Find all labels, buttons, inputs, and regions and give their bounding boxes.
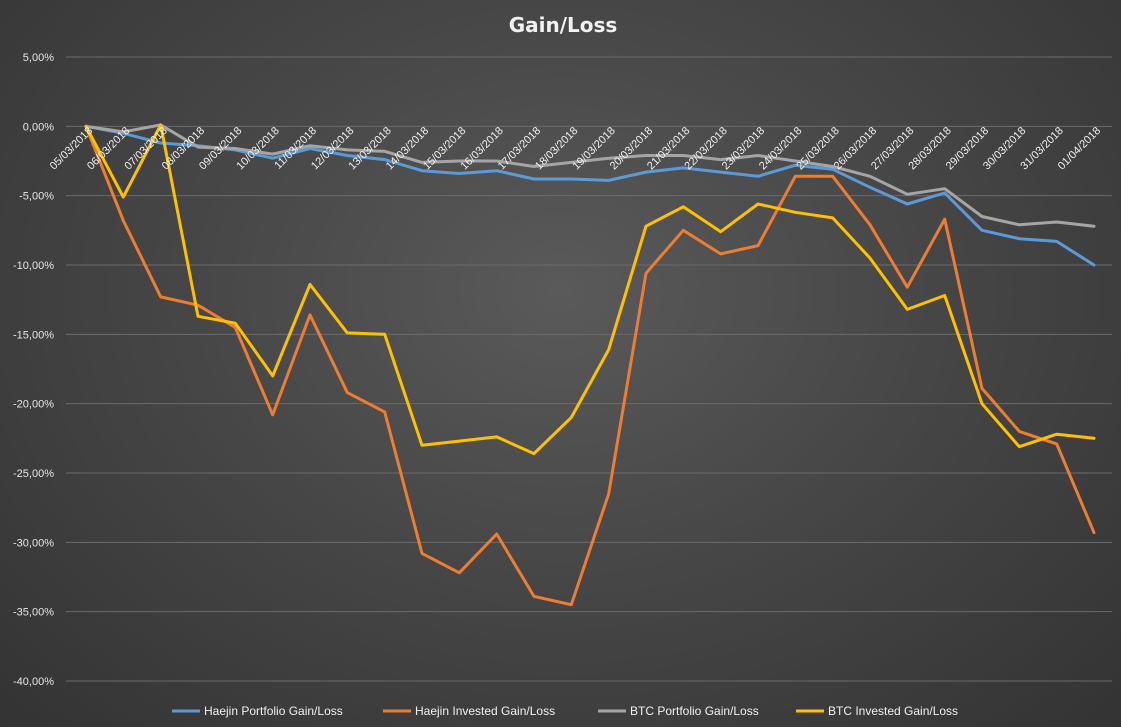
legend-label: Haejin Portfolio Gain/Loss — [204, 704, 343, 718]
legend-label: BTC Portfolio Gain/Loss — [630, 704, 759, 718]
y-tick-label: -10,00% — [13, 260, 54, 272]
series-line — [84, 123, 1096, 456]
y-tick-label: 5,00% — [23, 52, 54, 64]
y-tick-label: -5,00% — [19, 191, 54, 203]
legend-entry: Haejin Portfolio Gain/Loss — [172, 704, 343, 718]
series-line — [84, 124, 1096, 267]
y-tick-label: 0,00% — [23, 121, 54, 133]
y-tick-label: -25,00% — [13, 468, 54, 480]
y-tick-label: -15,00% — [13, 329, 54, 341]
legend-label: BTC Invested Gain/Loss — [828, 704, 958, 718]
y-tick-label: -35,00% — [13, 607, 54, 619]
y-tick-label: -30,00% — [13, 537, 54, 549]
series-lines — [84, 123, 1096, 607]
legend-label: Haejin Invested Gain/Loss — [415, 704, 555, 718]
grid — [66, 56, 1112, 682]
y-axis: 5,00% 0,00% -5,00% -10,00% -15,00% -20,00% -25… — [13, 52, 54, 688]
y-tick-label: -40,00% — [13, 676, 54, 688]
chart-title: Gain/Loss — [509, 13, 618, 37]
legend: Haejin Portfolio Gain/Loss Haejin Investe… — [172, 704, 958, 718]
legend-entry: Haejin Invested Gain/Loss — [383, 704, 555, 718]
legend-entry: BTC Portfolio Gain/Loss — [598, 704, 759, 718]
y-tick-label: -20,00% — [13, 399, 54, 411]
legend-entry: BTC Invested Gain/Loss — [796, 704, 958, 718]
series-line — [84, 124, 1096, 607]
series-line — [84, 123, 1096, 228]
